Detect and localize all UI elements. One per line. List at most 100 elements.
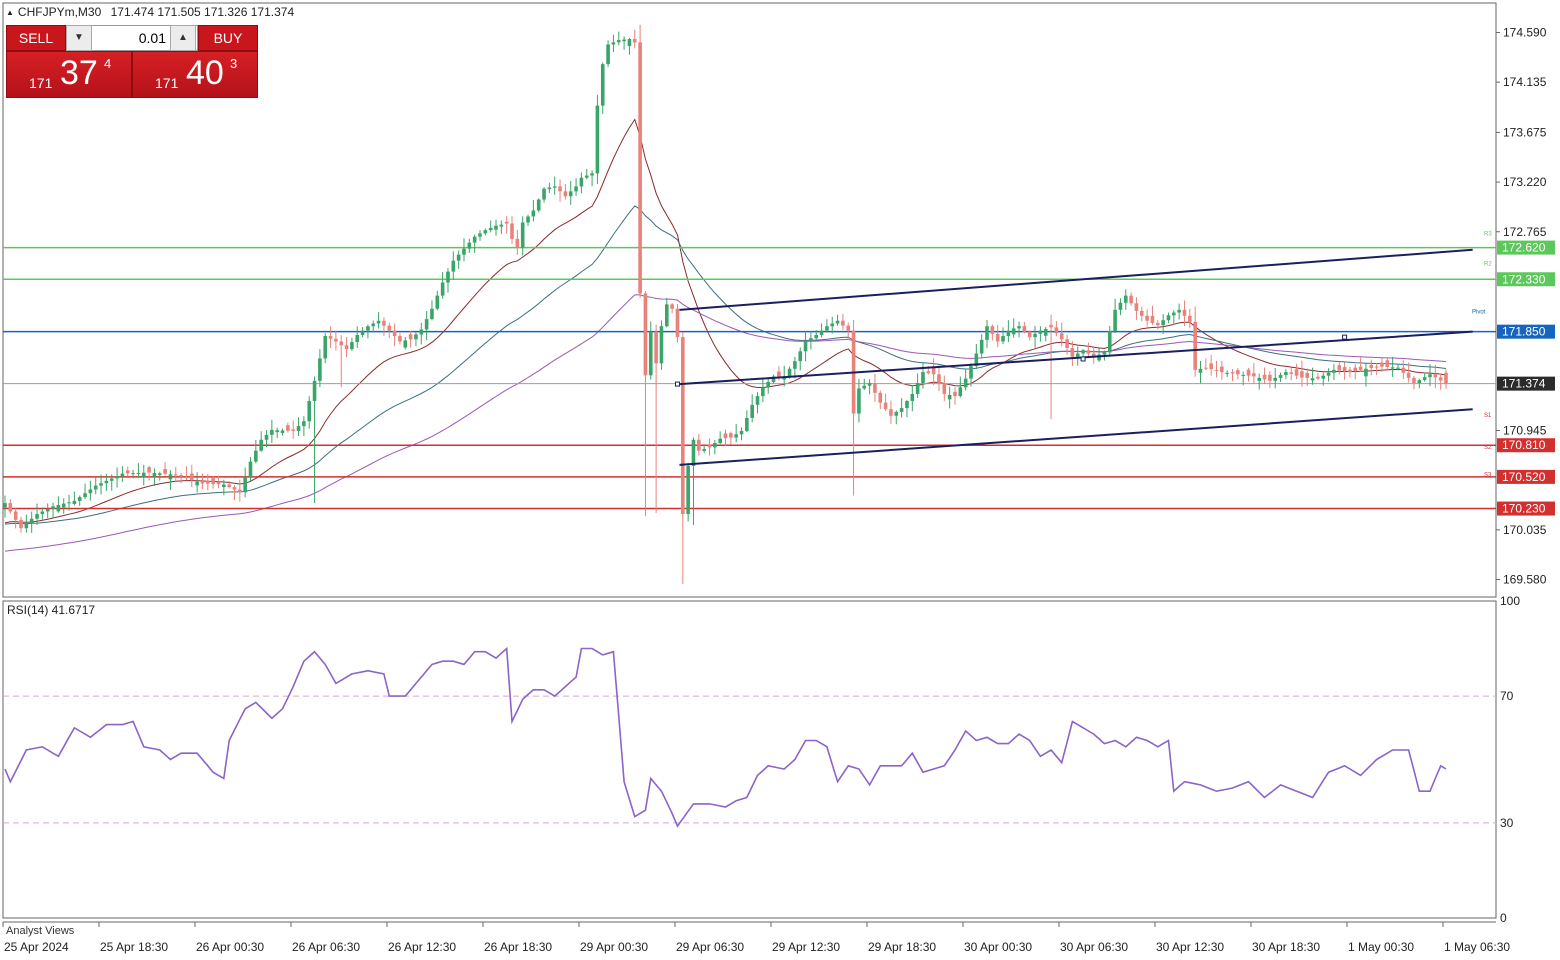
candle-body [259, 439, 263, 451]
candle-body [1102, 352, 1107, 355]
candle-body [552, 186, 557, 188]
candle-body [446, 271, 450, 283]
candle-body [29, 518, 34, 524]
candle-body [1220, 366, 1224, 373]
candle-body [206, 480, 210, 484]
candle-body [99, 483, 103, 486]
candle-body [1049, 324, 1053, 328]
candle-body [344, 345, 349, 350]
level-tag: S3 [1484, 473, 1492, 479]
candle-body [1209, 363, 1213, 370]
candle-body [1278, 374, 1283, 378]
candle-body [1204, 367, 1208, 369]
candle-body [579, 177, 584, 187]
candle-body [595, 105, 600, 174]
level-price-box [1497, 438, 1555, 453]
candle-body [366, 326, 370, 331]
candle-body [681, 337, 685, 515]
symbol-name: CHFJPYm,M30 [17, 5, 102, 19]
candle-body [883, 402, 888, 410]
candle-body [664, 304, 669, 327]
candle-body [430, 308, 434, 320]
time-axis-label: 26 Apr 06:30 [292, 940, 360, 954]
candle-body [969, 366, 973, 379]
time-axis-label: 30 Apr 18:30 [1252, 940, 1320, 954]
candle-body [867, 382, 872, 386]
time-axis-label: 29 Apr 12:30 [772, 940, 840, 954]
candle-body [424, 319, 429, 330]
candle-body [408, 334, 413, 340]
buy-button[interactable]: BUY [198, 25, 258, 51]
candle-body [713, 443, 717, 448]
candle-body [1086, 350, 1091, 354]
buy-price-small: 171 [155, 75, 179, 91]
level-price-label: 172.330 [1502, 272, 1546, 286]
candle-body [1107, 331, 1112, 353]
candle-body [979, 339, 984, 354]
time-axis-label: 26 Apr 12:30 [388, 940, 456, 954]
candle-body [173, 474, 178, 476]
candle-body [771, 376, 776, 382]
lot-increase-icon[interactable]: ▲ [170, 25, 196, 51]
candle-body [328, 336, 333, 339]
candle-body [1401, 367, 1406, 373]
candle-body [387, 325, 392, 331]
candle-body [729, 433, 733, 438]
collapse-triangle-icon[interactable]: ▲ [6, 8, 14, 17]
price-axis-label: 173.675 [1503, 125, 1547, 139]
candle-body [563, 191, 568, 197]
buy-price-box[interactable]: 171 40 3 [132, 51, 258, 98]
candle-body [1161, 320, 1165, 326]
candle-body [622, 39, 626, 42]
channel-line [679, 408, 1473, 466]
candle-body [1182, 309, 1187, 316]
candle-body [1358, 366, 1363, 370]
candle-body [163, 468, 167, 474]
candle-body [504, 221, 509, 224]
candle-body [1342, 367, 1347, 372]
time-axis-label: 29 Apr 06:30 [676, 940, 744, 954]
channel-anchor-handle[interactable] [674, 381, 680, 387]
candle-body [1150, 315, 1155, 323]
candle-body [1310, 378, 1315, 381]
candle-body [835, 320, 840, 324]
level-tag: S1 [1484, 413, 1492, 419]
candle-body [755, 396, 760, 405]
candle-body [686, 465, 690, 515]
candle-body [189, 473, 194, 480]
candle-body [654, 331, 658, 364]
level-price-label: 171.850 [1502, 325, 1546, 339]
candle-body [216, 482, 221, 485]
candle-body [1332, 369, 1336, 373]
candle-body [1369, 364, 1374, 369]
candle-body [312, 380, 317, 402]
candle-body [830, 323, 835, 327]
candle-body [1444, 372, 1448, 384]
candle-body [691, 439, 696, 466]
candle-body [905, 401, 909, 409]
channel-anchor-handle[interactable] [1080, 356, 1086, 362]
candle-body [1198, 368, 1203, 373]
sell-price-box[interactable]: 171 37 4 [6, 51, 132, 98]
candle-body [985, 326, 989, 340]
candle-body [200, 480, 205, 484]
candle-body [745, 417, 749, 432]
candle-body [1268, 374, 1272, 381]
price-axis-label: 169.580 [1503, 573, 1547, 587]
candle-body [515, 238, 520, 248]
candle-body [339, 341, 344, 346]
candle-body [1236, 370, 1240, 375]
candle-body [857, 388, 861, 414]
candle-body [456, 254, 461, 261]
channel-anchor-handle[interactable] [1342, 334, 1348, 340]
candle-body [921, 372, 925, 383]
candle-body [739, 431, 744, 435]
rsi-axis-label: 70 [1500, 689, 1514, 703]
candle-body [862, 385, 867, 389]
level-price-box [1497, 272, 1555, 287]
lot-decrease-icon[interactable]: ▼ [66, 25, 92, 51]
candle-body [1225, 372, 1229, 374]
candle-body [264, 434, 269, 440]
sell-button[interactable]: SELL [6, 25, 66, 51]
